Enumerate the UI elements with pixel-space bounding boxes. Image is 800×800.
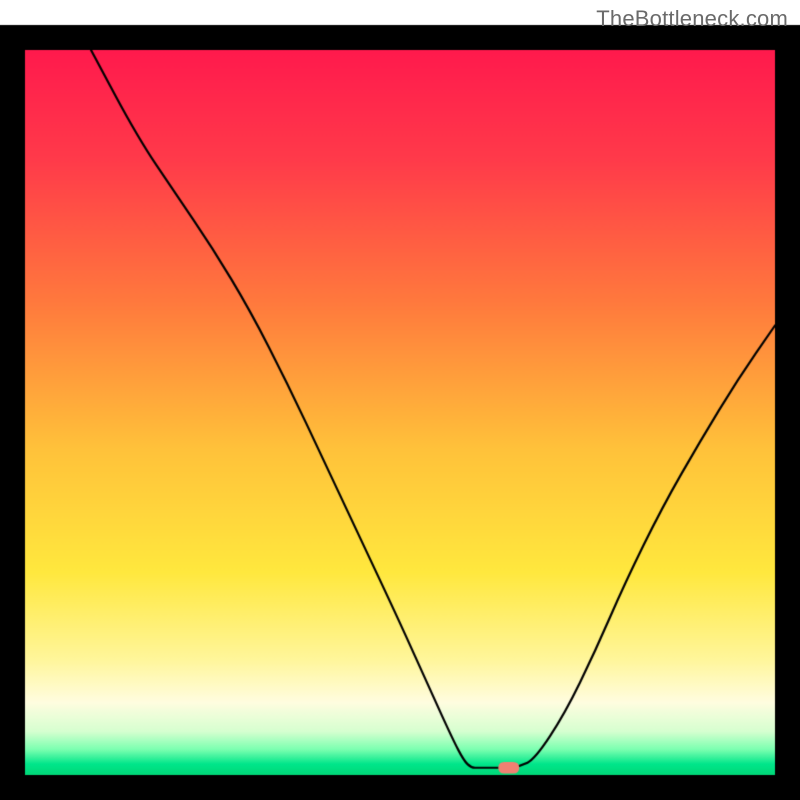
bottleneck-curve-chart	[0, 0, 800, 800]
chart-stage: TheBottleneck.com	[0, 0, 800, 800]
